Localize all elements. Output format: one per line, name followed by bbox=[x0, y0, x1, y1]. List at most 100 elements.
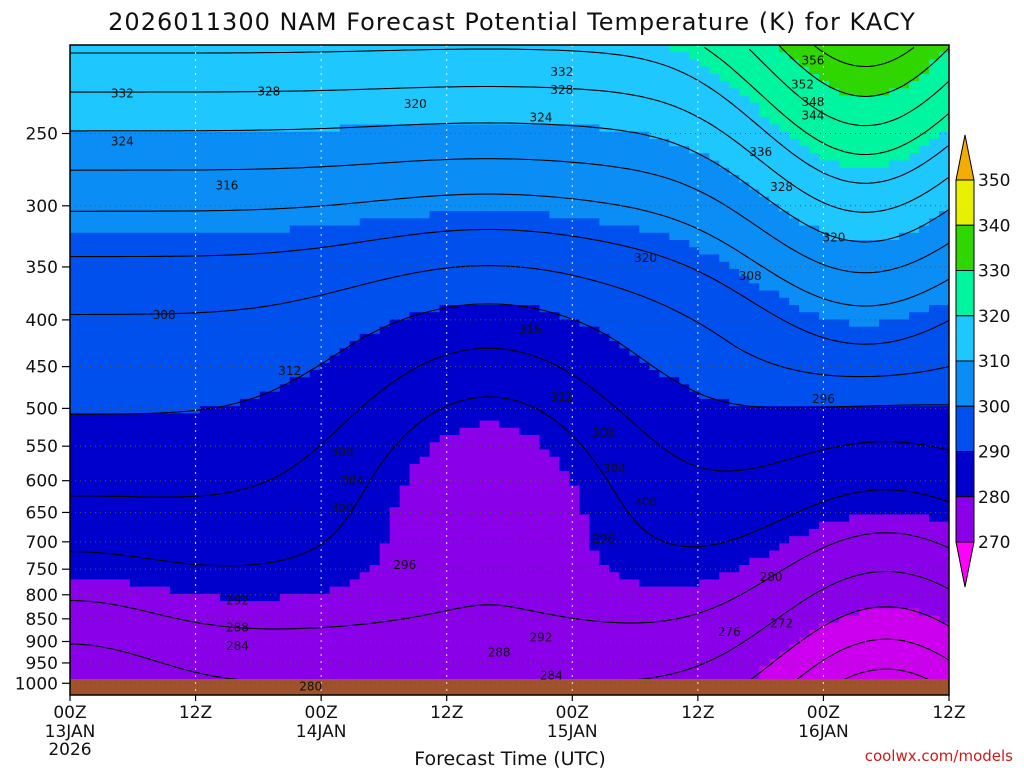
field-cell bbox=[599, 500, 610, 508]
field-cell bbox=[449, 81, 461, 89]
field-cell bbox=[349, 102, 361, 111]
field-cell bbox=[419, 240, 431, 248]
field-cell bbox=[189, 579, 201, 588]
field-cell bbox=[229, 536, 241, 544]
field-cell bbox=[289, 305, 301, 313]
field-cell bbox=[469, 644, 481, 653]
field-cell bbox=[379, 456, 391, 465]
field-cell bbox=[149, 398, 161, 407]
field-cell bbox=[259, 413, 271, 422]
field-cell bbox=[499, 413, 511, 422]
field-cell bbox=[489, 117, 501, 126]
field-cell bbox=[279, 225, 291, 234]
field-cell bbox=[99, 622, 111, 631]
field-cell bbox=[249, 384, 261, 393]
field-cell bbox=[469, 81, 481, 89]
field-cell bbox=[229, 500, 241, 508]
field-cell bbox=[79, 225, 91, 234]
field-cell bbox=[249, 326, 261, 335]
field-cell bbox=[99, 413, 111, 422]
field-cell bbox=[459, 420, 471, 429]
field-cell bbox=[399, 312, 411, 321]
field-cell bbox=[209, 370, 221, 378]
field-cell bbox=[479, 196, 491, 205]
field-cell bbox=[369, 240, 381, 248]
field-cell bbox=[529, 196, 541, 205]
field-cell bbox=[219, 52, 231, 61]
field-cell bbox=[219, 492, 231, 501]
field-cell bbox=[229, 427, 241, 436]
field-cell bbox=[239, 276, 251, 284]
field-cell bbox=[149, 124, 161, 133]
field-cell bbox=[379, 572, 391, 581]
field-cell bbox=[519, 478, 531, 487]
field-cell bbox=[129, 153, 141, 162]
field-cell bbox=[199, 196, 211, 205]
field-cell bbox=[359, 492, 371, 501]
field-cell bbox=[129, 131, 141, 140]
field-cell bbox=[159, 160, 171, 169]
field-cell bbox=[209, 543, 221, 552]
field-cell bbox=[119, 543, 131, 552]
field-cell bbox=[549, 203, 561, 212]
field-cell bbox=[119, 175, 131, 183]
field-cell bbox=[589, 608, 600, 617]
field-cell bbox=[499, 203, 511, 212]
field-cell bbox=[499, 312, 511, 321]
field-cell bbox=[459, 297, 471, 306]
field-cell bbox=[199, 81, 211, 89]
field-cell bbox=[249, 413, 261, 422]
field-cell bbox=[419, 254, 431, 263]
field-cell bbox=[359, 138, 371, 147]
field-cell bbox=[209, 377, 221, 386]
field-cell bbox=[599, 442, 610, 451]
field-cell bbox=[319, 608, 331, 617]
field-cell bbox=[419, 283, 431, 292]
field-cell bbox=[389, 333, 401, 342]
field-cell bbox=[499, 543, 511, 552]
field-cell bbox=[119, 673, 131, 682]
field-cell bbox=[519, 81, 531, 89]
field-cell bbox=[449, 175, 461, 183]
field-cell bbox=[109, 182, 121, 191]
field-cell bbox=[269, 182, 281, 191]
field-cell bbox=[549, 326, 561, 335]
field-cell bbox=[219, 391, 231, 400]
field-cell bbox=[299, 312, 311, 321]
field-cell bbox=[509, 333, 521, 342]
field-cell bbox=[589, 341, 600, 349]
field-cell bbox=[79, 485, 91, 494]
field-cell bbox=[269, 463, 281, 472]
field-cell bbox=[579, 471, 591, 479]
field-cell bbox=[269, 305, 281, 313]
field-cell bbox=[239, 211, 251, 219]
field-cell bbox=[209, 160, 221, 169]
field-cell bbox=[539, 485, 551, 494]
field-cell bbox=[159, 182, 171, 191]
field-cell bbox=[339, 543, 351, 552]
field-cell bbox=[459, 463, 471, 472]
field-cell bbox=[129, 225, 141, 234]
field-cell bbox=[449, 637, 461, 646]
field-cell bbox=[199, 225, 211, 234]
field-cell bbox=[189, 333, 201, 342]
field-cell bbox=[149, 326, 161, 335]
field-cell bbox=[79, 261, 91, 270]
field-cell bbox=[359, 66, 371, 75]
field-cell bbox=[529, 500, 541, 508]
field-cell bbox=[239, 240, 251, 248]
field-cell bbox=[319, 225, 331, 234]
field-cell bbox=[259, 218, 271, 227]
field-cell bbox=[229, 305, 241, 313]
field-cell bbox=[289, 463, 301, 472]
field-cell bbox=[159, 124, 171, 133]
field-cell bbox=[609, 521, 620, 530]
field-cell bbox=[189, 673, 201, 682]
field-cell bbox=[519, 225, 531, 234]
field-cell bbox=[419, 341, 431, 349]
field-cell bbox=[219, 630, 231, 638]
field-cell bbox=[609, 586, 620, 595]
field-cell bbox=[559, 536, 571, 544]
field-cell bbox=[89, 557, 101, 566]
field-cell bbox=[299, 622, 311, 631]
